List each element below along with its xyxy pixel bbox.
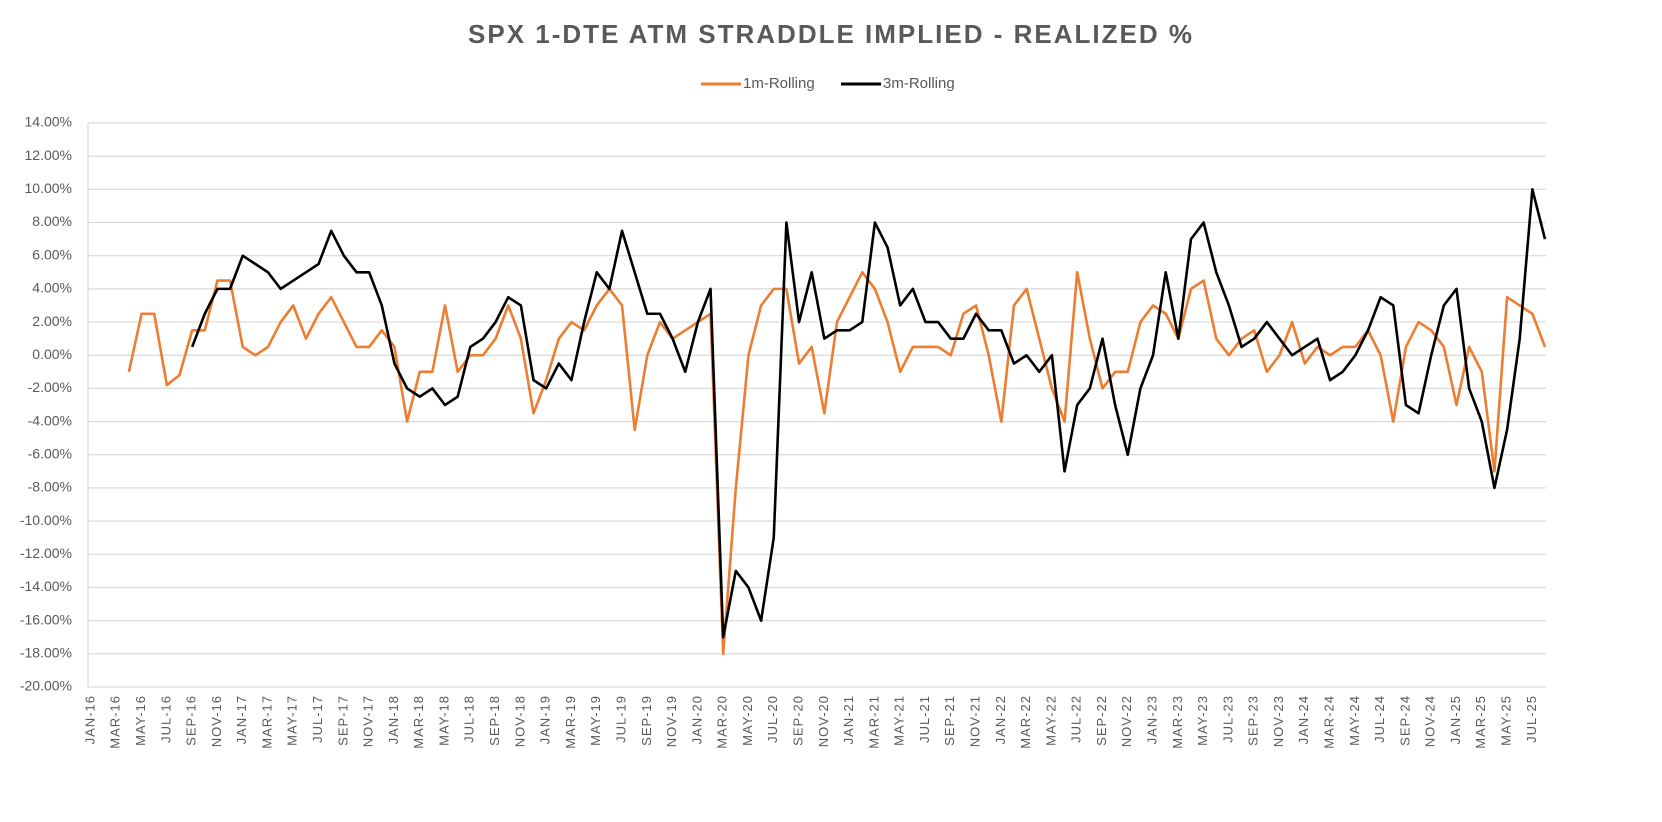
x-tick-label: NOV-17 — [361, 695, 376, 747]
y-tick-label: -4.00% — [28, 412, 72, 428]
x-tick-label: JUL-16 — [158, 695, 173, 743]
x-tick-label: JAN-21 — [841, 695, 856, 744]
x-tick-label: MAR-19 — [563, 695, 578, 749]
x-tick-label: MAY-17 — [285, 695, 300, 746]
x-tick-label: MAY-23 — [1195, 695, 1210, 746]
x-tick-label: MAR-16 — [108, 695, 123, 749]
x-tick-label: SEP-18 — [487, 695, 502, 746]
x-tick-label: JUL-20 — [765, 695, 780, 743]
x-tick-label: MAY-25 — [1499, 695, 1514, 746]
y-tick-label: -10.00% — [20, 512, 72, 528]
x-tick-label: NOV-22 — [1119, 695, 1134, 747]
x-tick-label: SEP-16 — [184, 695, 199, 746]
x-tick-label: MAR-22 — [1018, 695, 1033, 749]
x-tick-label: JUL-19 — [613, 695, 628, 743]
y-tick-label: -18.00% — [20, 645, 72, 661]
x-tick-label: MAY-22 — [1043, 695, 1058, 746]
y-tick-label: -16.00% — [20, 611, 72, 627]
x-tick-label: SEP-19 — [639, 695, 654, 746]
x-tick-label: NOV-23 — [1271, 695, 1286, 747]
x-tick-label: JUL-23 — [1220, 695, 1235, 743]
x-tick-label: NOV-20 — [816, 695, 831, 747]
x-tick-label: JAN-16 — [82, 695, 97, 744]
y-tick-label: -6.00% — [28, 445, 72, 461]
y-tick-label: -12.00% — [20, 545, 72, 561]
x-tick-label: MAR-24 — [1321, 695, 1336, 749]
x-tick-label: SEP-24 — [1397, 695, 1412, 746]
x-tick-label: JUL-24 — [1372, 695, 1387, 743]
series-line — [190, 188, 1547, 639]
x-tick-label: JUL-17 — [310, 695, 325, 743]
x-tick-label: NOV-18 — [512, 695, 527, 747]
y-tick-label: -2.00% — [28, 379, 72, 395]
x-tick-label: SEP-20 — [790, 695, 805, 746]
y-tick-label: 6.00% — [32, 246, 72, 262]
chart-title: SPX 1-DTE ATM STRADDLE IMPLIED - REALIZE… — [468, 19, 1194, 49]
x-tick-label: JUL-18 — [462, 695, 477, 743]
x-tick-label: SEP-23 — [1246, 695, 1261, 746]
x-tick-label: JAN-18 — [386, 695, 401, 744]
legend-label: 3m-Rolling — [883, 75, 955, 92]
y-tick-label: 14.00% — [25, 114, 72, 130]
y-tick-label: 4.00% — [32, 280, 72, 296]
x-tick-label: MAR-17 — [259, 695, 274, 749]
x-tick-label: MAY-20 — [740, 695, 755, 746]
x-tick-label: MAY-24 — [1347, 695, 1362, 746]
y-tick-label: 12.00% — [25, 147, 72, 163]
x-tick-label: JAN-17 — [234, 695, 249, 744]
x-tick-label: MAR-18 — [411, 695, 426, 749]
x-tick-label: MAY-21 — [892, 695, 907, 746]
x-tick-label: MAR-20 — [715, 695, 730, 749]
series-line — [127, 270, 1547, 656]
y-tick-label: 0.00% — [32, 346, 72, 362]
x-tick-label: MAY-19 — [588, 695, 603, 746]
x-tick-label: JAN-23 — [1144, 695, 1159, 744]
x-tick-label: MAR-23 — [1170, 695, 1185, 749]
y-tick-label: 10.00% — [25, 180, 72, 196]
y-tick-label: -8.00% — [28, 479, 72, 495]
y-tick-label: 2.00% — [32, 313, 72, 329]
x-tick-label: NOV-24 — [1423, 695, 1438, 747]
x-tick-label: JUL-21 — [917, 695, 932, 743]
x-tick-label: SEP-17 — [335, 695, 350, 746]
x-tick-label: MAR-25 — [1473, 695, 1488, 749]
x-tick-label: NOV-21 — [967, 695, 982, 747]
x-tick-label: JAN-24 — [1296, 695, 1311, 744]
y-tick-label: -14.00% — [20, 578, 72, 594]
x-tick-label: MAY-18 — [436, 695, 451, 746]
x-tick-label: JAN-22 — [993, 695, 1008, 744]
y-tick-label: -20.00% — [20, 678, 72, 694]
x-tick-label: MAR-21 — [866, 695, 881, 749]
x-tick-label: SEP-21 — [942, 695, 957, 746]
x-tick-label: JAN-19 — [538, 695, 553, 744]
x-tick-label: SEP-22 — [1094, 695, 1109, 746]
x-tick-label: JUL-22 — [1069, 695, 1084, 743]
y-tick-label: 8.00% — [32, 213, 72, 229]
legend-label: 1m-Rolling — [743, 75, 815, 92]
x-tick-label: JUL-25 — [1524, 695, 1539, 743]
x-tick-label: NOV-16 — [209, 695, 224, 747]
x-tick-label: JAN-20 — [689, 695, 704, 744]
x-tick-label: NOV-19 — [664, 695, 679, 747]
x-tick-label: JAN-25 — [1448, 695, 1463, 744]
x-tick-label: MAY-16 — [133, 695, 148, 746]
